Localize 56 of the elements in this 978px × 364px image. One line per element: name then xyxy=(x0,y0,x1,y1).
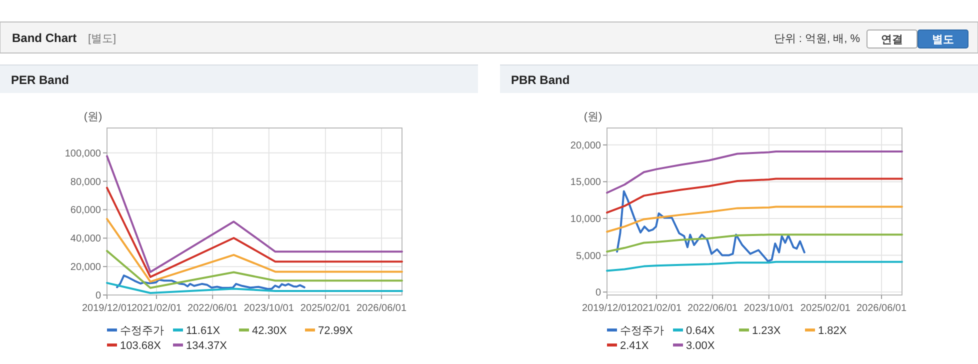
text: 별도 xyxy=(932,34,954,46)
line-series xyxy=(106,155,403,273)
legend-label: 1.82X xyxy=(818,324,848,337)
y-tick-label: 0 xyxy=(595,288,602,299)
y-axis-title: (원) xyxy=(84,111,102,123)
y-tick-label: 5,000 xyxy=(576,250,602,262)
y-tick-label: 40,000 xyxy=(70,234,102,245)
y-tick-label: 15,000 xyxy=(570,177,602,188)
line-series xyxy=(106,282,403,294)
line-series xyxy=(106,250,403,289)
legend-label: 72.99X xyxy=(318,324,354,337)
y-axis-title: (원) xyxy=(584,111,602,123)
y-tick-label: 100,000 xyxy=(64,148,102,160)
line-series xyxy=(606,234,903,253)
x-tick-label: 2021/02/01 xyxy=(631,303,682,314)
legend-label: 수정주가 xyxy=(620,324,664,337)
x-tick-label: 2019/12/01 xyxy=(582,303,632,314)
legend-label: 11.61X xyxy=(186,324,221,337)
x-tick-label: 2022/06/01 xyxy=(688,303,738,314)
y-tick-label: 60,000 xyxy=(70,205,102,216)
x-tick-label: 2023/10/01 xyxy=(244,303,294,314)
legend-label: 42.30X xyxy=(252,324,288,337)
line-series xyxy=(106,218,403,283)
line-series xyxy=(606,150,903,194)
text: Band Chart xyxy=(12,31,77,45)
chart-title: PBR Band xyxy=(511,73,570,87)
x-tick-label: 2022/06/01 xyxy=(188,303,238,314)
line-series xyxy=(116,274,306,290)
legend-label: 1.23X xyxy=(752,324,782,337)
line-series xyxy=(606,206,903,233)
legend-label: 2.41X xyxy=(620,340,650,352)
y-tick-label: 20,000 xyxy=(70,262,102,274)
x-tick-label: 2025/02/01 xyxy=(300,303,351,314)
y-tick-label: 80,000 xyxy=(70,176,102,188)
line-series xyxy=(606,178,903,214)
y-tick-label: 10,000 xyxy=(570,214,602,225)
legend-label: 수정주가 xyxy=(120,324,164,337)
legend-label: 0.64X xyxy=(686,324,716,337)
y-tick-label: 20,000 xyxy=(570,140,602,152)
legend-label: 134.37X xyxy=(186,340,228,352)
x-tick-label: 2023/10/01 xyxy=(744,303,794,314)
y-tick-label: 0 xyxy=(95,290,102,302)
line-series xyxy=(106,186,403,278)
line-series xyxy=(606,260,903,272)
x-tick-label: 2019/12/01 xyxy=(82,303,132,314)
x-tick-label: 2021/02/01 xyxy=(131,303,182,314)
text: 단위 : 억원, 배, % xyxy=(774,33,860,45)
x-tick-label: 2026/06/01 xyxy=(356,303,407,314)
x-tick-label: 2025/02/01 xyxy=(800,303,851,314)
legend-label: 3.00X xyxy=(686,340,716,352)
text: [별도] xyxy=(88,33,116,45)
chart-title: PER Band xyxy=(11,73,70,87)
text: 연결 xyxy=(881,34,903,46)
line-series xyxy=(616,190,806,262)
legend-label: 103.68X xyxy=(120,340,162,352)
x-tick-label: 2026/06/01 xyxy=(856,303,907,314)
